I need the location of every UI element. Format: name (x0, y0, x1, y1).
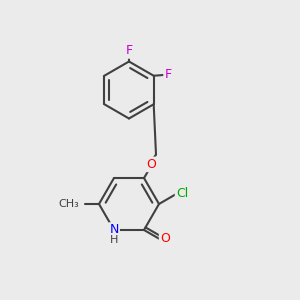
Text: F: F (125, 44, 133, 58)
Text: F: F (164, 68, 172, 81)
Text: H: H (110, 235, 118, 244)
Text: Cl: Cl (176, 187, 188, 200)
Text: CH₃: CH₃ (59, 199, 80, 209)
Text: O: O (147, 158, 156, 171)
Text: O: O (160, 232, 170, 245)
Text: N: N (109, 224, 119, 236)
